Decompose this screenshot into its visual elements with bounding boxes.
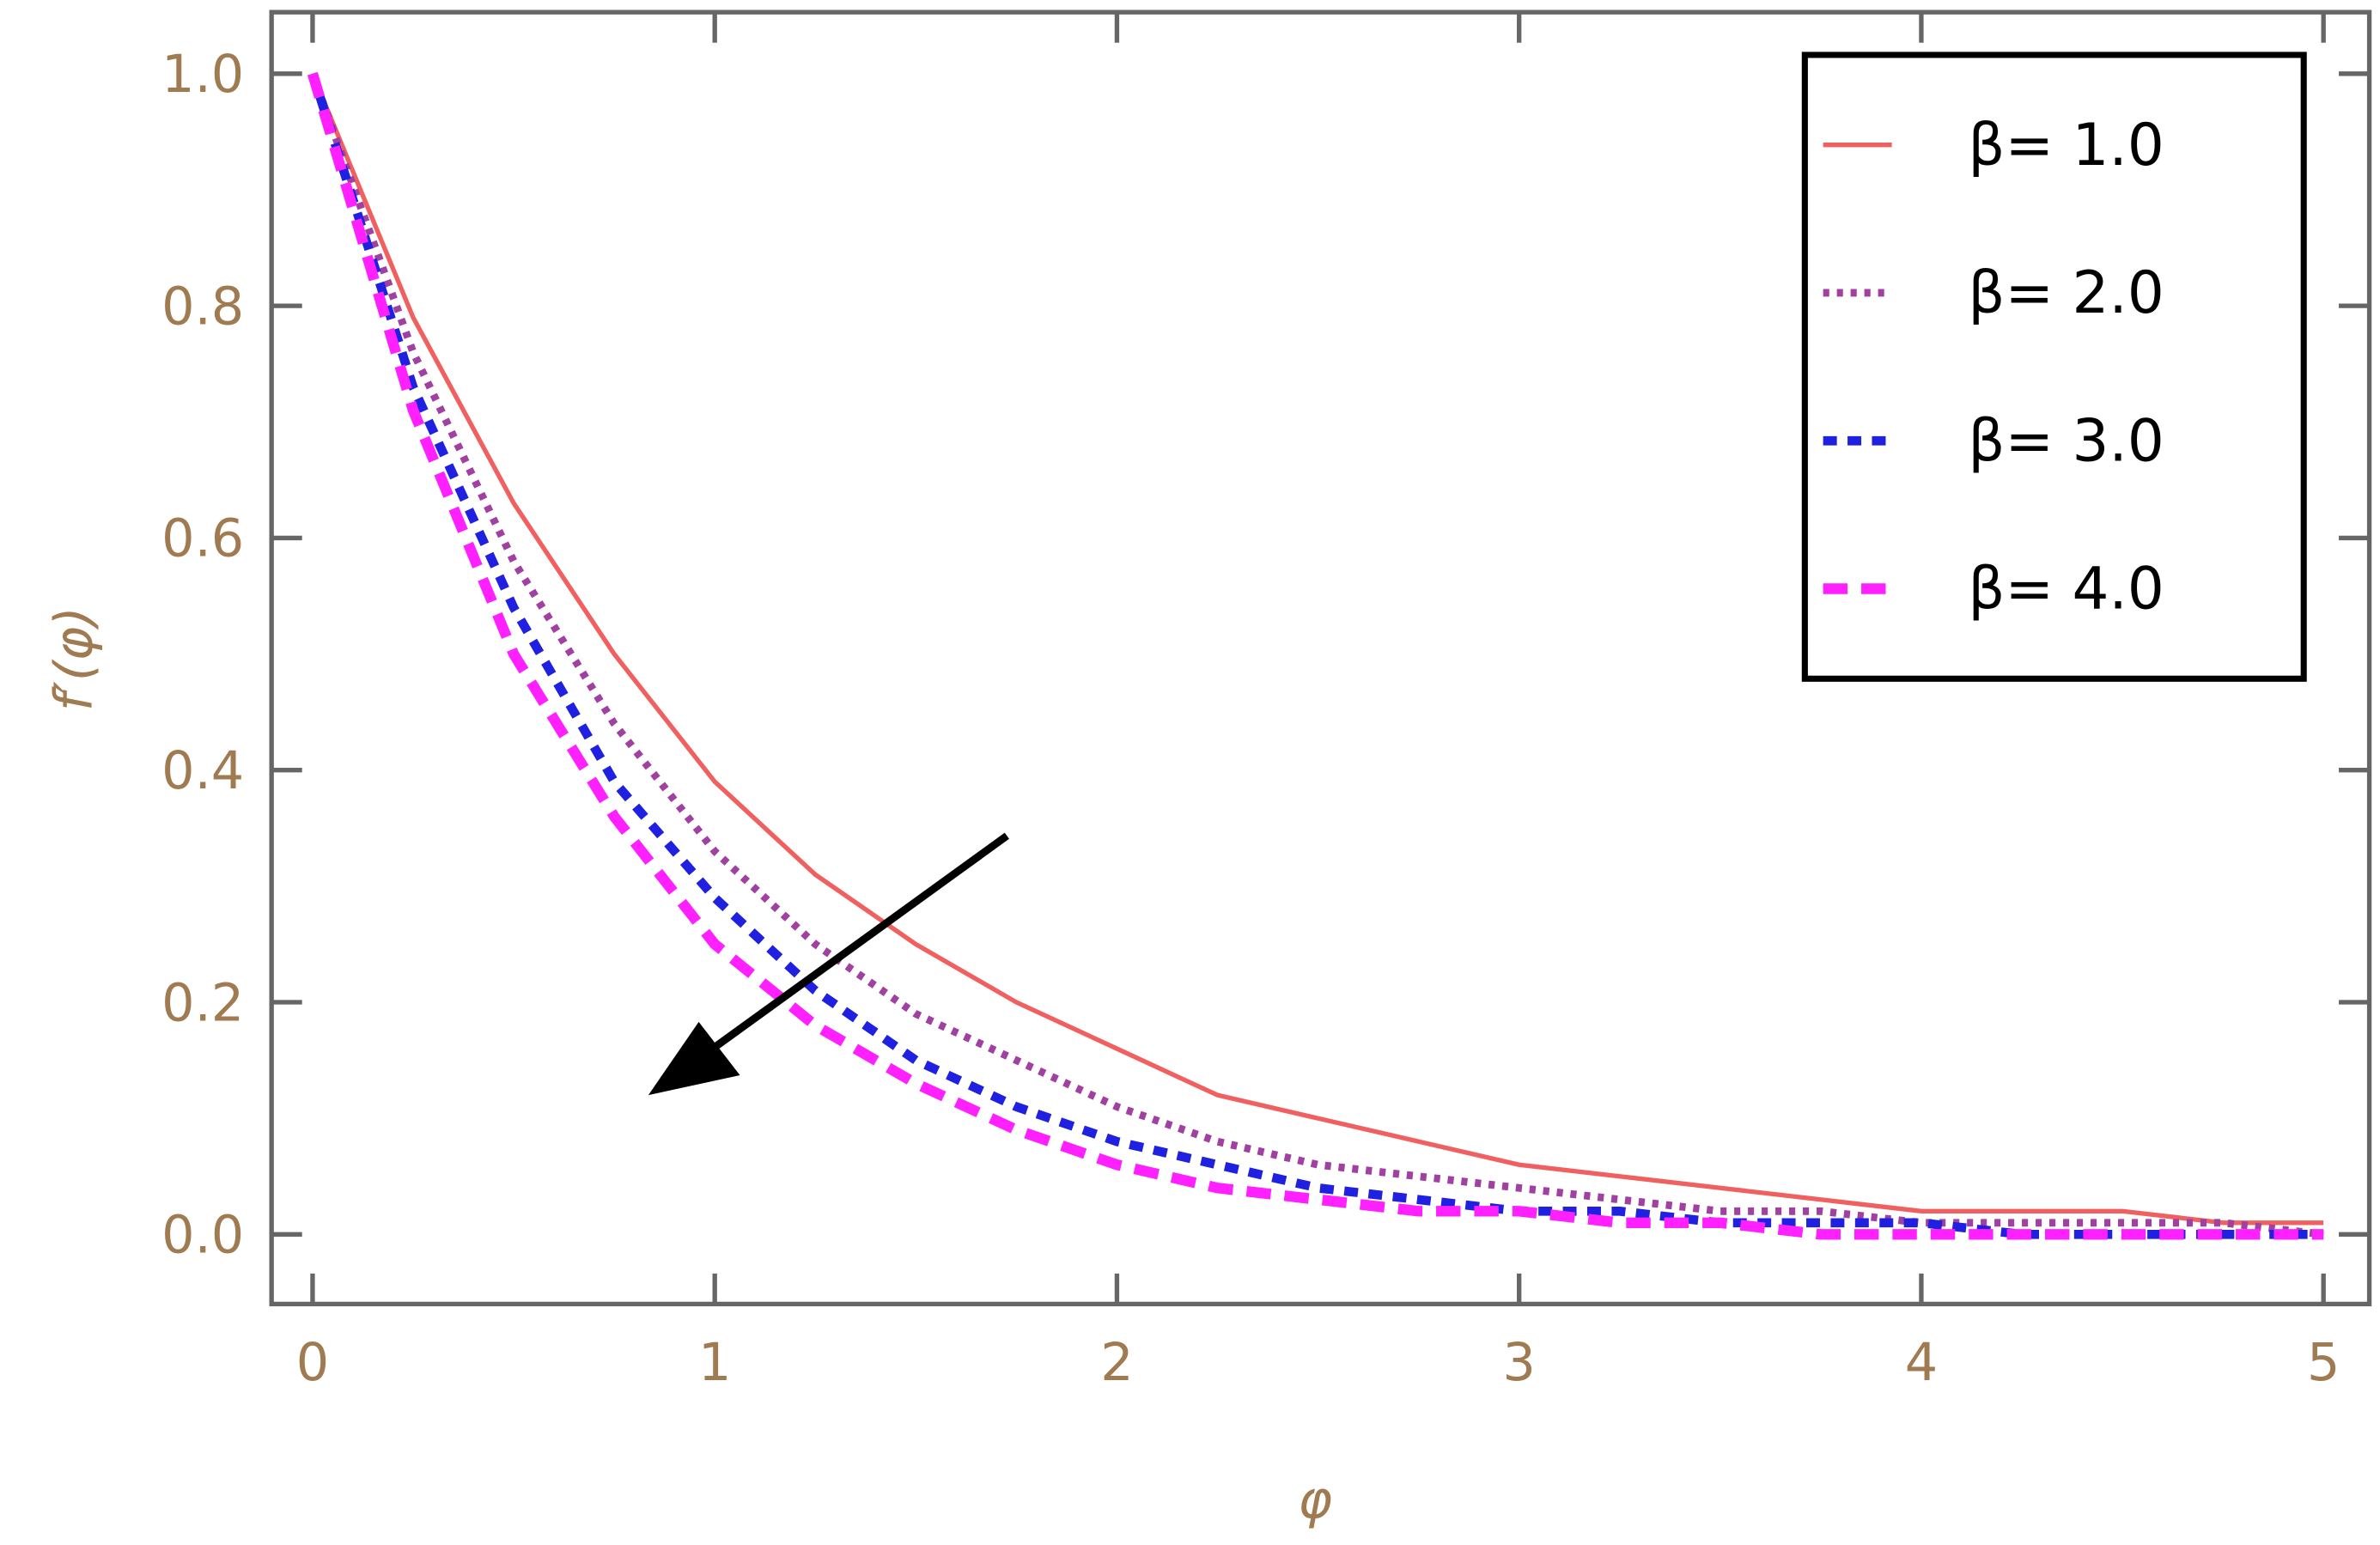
plot-frame	[269, 9, 2372, 1307]
y-tick-label: 1.0	[161, 45, 244, 105]
x-tick-label: 3	[1502, 1333, 1535, 1393]
y-axis-label: f′(φ)	[45, 606, 105, 711]
y-tick-label: 0.4	[161, 741, 244, 801]
legend: β= 1.0 β= 2.0 β= 3.0 β= 4.0	[1823, 111, 2164, 623]
legend-box	[1801, 52, 2307, 682]
legend-label: β= 3.0	[1968, 406, 2164, 474]
series-line	[307, 72, 2324, 1240]
x-tick-label: 2	[1100, 1333, 1133, 1393]
series-line	[310, 72, 2324, 1226]
y-tick-label: 0.6	[161, 509, 244, 569]
legend-label: β= 2.0	[1968, 259, 2164, 326]
annotation-arrow	[648, 832, 1009, 1096]
x-tick-label: 4	[1905, 1333, 1938, 1393]
plot-area	[271, 12, 2370, 1305]
legend-label: β= 4.0	[1968, 555, 2164, 623]
x-tick-label: 0	[296, 1333, 329, 1393]
y-tick-label: 0.2	[161, 973, 244, 1033]
y-tick-label: 0.0	[161, 1206, 244, 1266]
y-tick-label: 0.8	[161, 277, 244, 337]
x-tick-label: 1	[698, 1333, 731, 1393]
legend-label: β= 1.0	[1968, 111, 2164, 179]
x-tick-label: 5	[2307, 1333, 2340, 1393]
x-axis-label: φ	[1298, 1470, 1332, 1530]
series-line	[308, 72, 2324, 1238]
